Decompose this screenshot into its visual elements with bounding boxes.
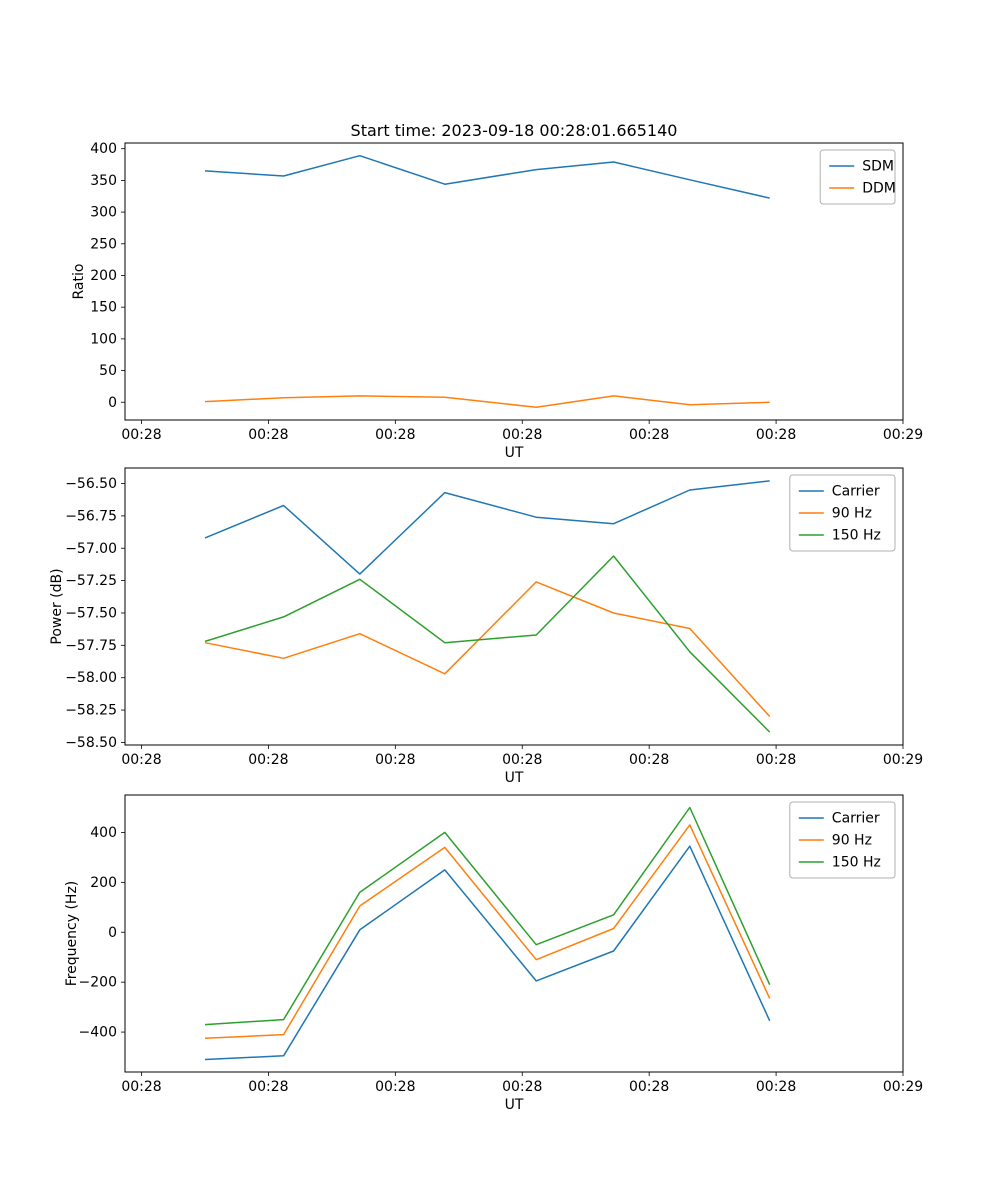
y-tick-label: −200 — [79, 975, 117, 991]
ratio-plot-svg: 00:28 00:28 00:28 00:28 00:28 00:28 00:29 0 50 10… — [71, 141, 923, 461]
series-line-150-hz — [204, 806, 771, 1026]
x-tick-label: 00:28 — [629, 427, 669, 443]
series-line-sdm — [204, 154, 770, 199]
y-tick-label: −400 — [79, 1025, 117, 1041]
y-tick-label: 250 — [90, 236, 117, 252]
axes-frame — [124, 142, 904, 421]
y-tick-label: −58.00 — [65, 670, 117, 686]
x-tick-label: 00:28 — [756, 752, 796, 768]
x-axis-label: UT — [505, 445, 524, 460]
legend-box — [789, 474, 896, 552]
x-tick-label: 00:29 — [883, 1079, 923, 1095]
x-tick-label: 00:28 — [502, 752, 542, 768]
x-tick-label: 00:28 — [121, 427, 161, 443]
y-tick-label: 350 — [90, 173, 117, 189]
axes-frame — [124, 794, 904, 1073]
y-tick-label: −56.75 — [65, 508, 117, 524]
y-tick-label: 400 — [90, 141, 117, 157]
y-tick-label: −58.50 — [65, 735, 117, 751]
legend-label: SDM — [862, 159, 894, 175]
legend-label: Carrier — [832, 484, 880, 500]
y-tick-label: −57.75 — [65, 638, 117, 654]
y-tick-label: −57.50 — [65, 605, 117, 621]
x-tick-label: 00:28 — [248, 427, 288, 443]
y-tick-label: 100 — [90, 331, 117, 347]
legend-label: Carrier — [832, 811, 880, 827]
y-tick-label: 150 — [90, 300, 117, 316]
x-tick-label: 00:28 — [502, 1079, 542, 1095]
x-tick-label: 00:28 — [629, 1079, 669, 1095]
y-tick-label: −58.25 — [65, 703, 117, 719]
x-tick-label: 00:29 — [883, 427, 923, 443]
legend-box — [789, 801, 896, 879]
x-tick-label: 00:28 — [121, 752, 161, 768]
ratio-chart: 00:28 00:28 00:28 00:28 00:28 00:28 00:29 0 50 10… — [0, 100, 1000, 461]
legend-box — [819, 149, 896, 205]
x-tick-label: 00:28 — [375, 752, 415, 768]
y-axis-label: Frequency (Hz) — [64, 881, 80, 987]
series-line-90-hz — [204, 824, 771, 1040]
series-line-ddm — [204, 395, 770, 409]
series-line-carrier — [204, 480, 770, 575]
y-tick-label: 50 — [99, 363, 117, 379]
power-chart: 00:28 00:28 00:28 00:28 00:28 00:28 00:29 −58.5… — [0, 460, 1000, 790]
x-axis-label: UT — [505, 770, 524, 786]
x-tick-label: 00:28 — [756, 427, 796, 443]
x-tick-label: 00:28 — [756, 1079, 796, 1095]
x-tick-label: 00:28 — [248, 752, 288, 768]
x-tick-label: 00:29 — [883, 752, 923, 768]
legend-label: DDM — [862, 181, 896, 197]
y-tick-label: 0 — [108, 395, 117, 411]
power-plot-svg: 00:28 00:28 00:28 00:28 00:28 00:28 00:29 −58.5… — [49, 467, 923, 786]
series-line-90-hz — [204, 581, 771, 718]
y-tick-label: −57.00 — [65, 541, 117, 557]
y-tick-label: 0 — [108, 925, 117, 941]
legend-label: 150 Hz — [832, 855, 881, 871]
y-tick-label: −56.50 — [65, 476, 117, 492]
legend-label: 90 Hz — [832, 833, 872, 849]
x-axis-label: UT — [505, 1097, 524, 1113]
legend-label: 150 Hz — [832, 528, 881, 544]
y-axis-label: Power (dB) — [49, 568, 65, 644]
legend-label: 90 Hz — [832, 506, 872, 522]
frequency-plot-svg: 00:28 00:28 00:28 00:28 00:28 00:28 00:29 −400 −… — [64, 794, 923, 1113]
x-tick-label: 00:28 — [121, 1079, 161, 1095]
axes-frame — [124, 467, 904, 746]
x-tick-label: 00:28 — [629, 752, 669, 768]
y-tick-label: 200 — [90, 875, 117, 891]
y-tick-label: −57.25 — [65, 573, 117, 589]
x-tick-label: 00:28 — [375, 427, 415, 443]
x-tick-label: 00:28 — [502, 427, 542, 443]
y-tick-label: 400 — [90, 825, 117, 841]
x-tick-label: 00:28 — [375, 1079, 415, 1095]
figure-title: Start time: 2023-09-18 00:28:01.665140 — [350, 121, 678, 140]
y-tick-label: 200 — [90, 268, 117, 284]
y-axis-label: Ratio — [71, 264, 87, 300]
x-tick-label: 00:28 — [248, 1079, 288, 1095]
y-tick-label: 300 — [90, 205, 117, 221]
frequency-chart: 00:28 00:28 00:28 00:28 00:28 00:28 00:29 −400 −… — [0, 787, 1000, 1132]
series-line-150-hz — [204, 555, 771, 733]
series-line-carrier — [204, 845, 771, 1061]
